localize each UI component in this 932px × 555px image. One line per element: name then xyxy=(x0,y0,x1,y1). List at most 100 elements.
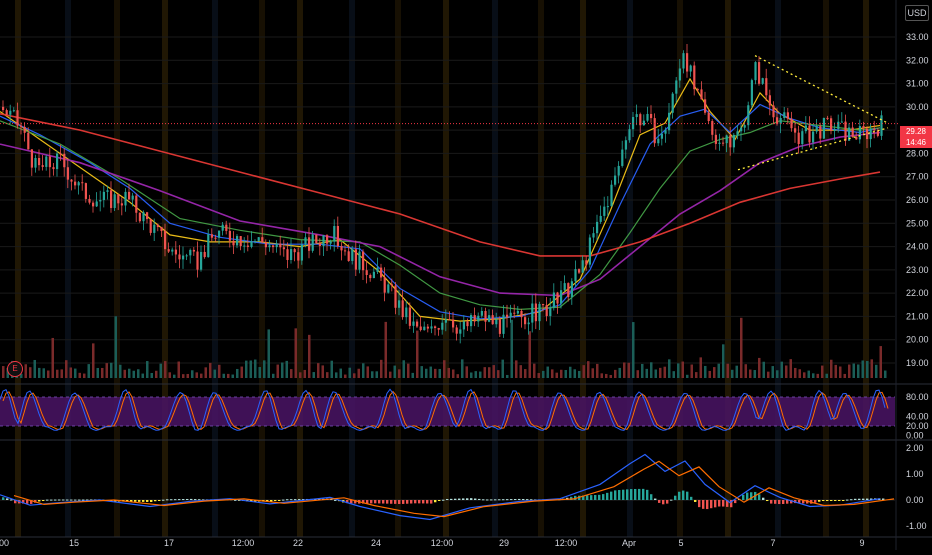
candle-body xyxy=(693,65,696,90)
macd-hist-bar xyxy=(750,492,753,500)
candle-body xyxy=(394,285,397,308)
macd-hist-bar xyxy=(474,498,477,500)
candle-body xyxy=(70,179,73,182)
earnings-badge[interactable]: E xyxy=(7,361,23,377)
macd-hist-bar xyxy=(158,500,161,501)
volume-bar xyxy=(686,374,689,378)
candle-body xyxy=(707,112,710,122)
macd-hist-bar xyxy=(818,500,821,502)
candle-body xyxy=(804,125,807,132)
candle-body xyxy=(160,226,163,232)
candle-body xyxy=(351,249,354,262)
macd-hist-bar xyxy=(582,495,585,500)
candle-body xyxy=(128,191,131,200)
macd-hist-bar xyxy=(506,499,509,501)
macd-hist-bar xyxy=(266,500,269,502)
volume-bar xyxy=(299,372,302,378)
macd-hist-bar xyxy=(398,500,401,504)
candle-body xyxy=(387,284,390,293)
macd-hist-bar xyxy=(710,500,713,509)
volume-bar xyxy=(632,322,635,378)
macd-hist-bar xyxy=(442,499,445,501)
macd-hist-bar xyxy=(614,490,617,500)
volume-bar xyxy=(150,372,153,378)
macd-hist-bar xyxy=(602,494,605,500)
macd-hist-bar xyxy=(618,490,621,500)
macd-hist-bar xyxy=(198,499,201,501)
candle-body xyxy=(329,241,332,244)
candle-body xyxy=(470,315,473,327)
volume-bar xyxy=(263,360,266,378)
time-tick-label: 15 xyxy=(69,538,79,548)
macd-hist-bar xyxy=(858,498,861,500)
candle-body xyxy=(286,249,289,260)
macd-hist-bar xyxy=(782,500,785,504)
candle-body xyxy=(790,118,793,129)
candle-body xyxy=(218,230,221,238)
candle-body xyxy=(473,315,476,322)
volume-bar xyxy=(155,370,158,378)
candle-body xyxy=(660,133,663,139)
macd-hist-bar xyxy=(682,490,685,500)
volume-bar xyxy=(528,331,531,378)
candle-body xyxy=(369,274,372,279)
volume-bar xyxy=(29,367,32,378)
macd-hist-bar xyxy=(290,499,293,501)
volume-bar xyxy=(258,367,261,378)
volume-bar xyxy=(699,357,702,378)
macd-hist-bar xyxy=(58,499,61,501)
currency-label[interactable]: USD xyxy=(905,5,929,21)
volume-bar xyxy=(735,365,738,378)
volume-bar xyxy=(60,369,63,378)
candle-body xyxy=(549,307,552,316)
candle-body xyxy=(603,206,606,216)
candle-body xyxy=(657,138,660,144)
candle-body xyxy=(27,132,30,150)
candle-body xyxy=(808,125,811,143)
volume-bar xyxy=(713,367,716,378)
macd-hist-bar xyxy=(522,498,525,500)
macd-hist-bar xyxy=(30,500,33,504)
volume-bar xyxy=(209,362,212,378)
volume-bar xyxy=(164,361,167,378)
volume-bar xyxy=(249,360,252,378)
macd-hist-bar xyxy=(638,488,641,500)
candle-body xyxy=(610,184,613,207)
volume-bar xyxy=(866,361,869,378)
session-band xyxy=(823,0,829,537)
candle-body xyxy=(239,236,242,247)
macd-hist-bar xyxy=(734,500,737,504)
volume-bar xyxy=(182,374,185,378)
volume-bar xyxy=(744,364,747,378)
candle-body xyxy=(135,195,138,213)
macd-hist-bar xyxy=(570,496,573,500)
volume-bar xyxy=(771,366,774,378)
candle-body xyxy=(786,112,789,119)
candle-body xyxy=(574,269,577,282)
volume-bar xyxy=(236,368,239,378)
candle-body xyxy=(131,195,134,200)
volume-bar xyxy=(501,359,504,378)
time-tick-label: 12:00 xyxy=(555,538,578,548)
candle-body xyxy=(556,292,559,304)
time-tick-label: 12:00 xyxy=(232,538,255,548)
candle-body xyxy=(639,114,642,126)
volume-bar xyxy=(132,370,135,378)
candle-body xyxy=(668,112,671,131)
candle-body xyxy=(56,153,59,170)
candle-body xyxy=(362,251,365,271)
volume-bar xyxy=(623,362,626,378)
candle-body xyxy=(106,190,109,192)
price-tick-label: 28.00 xyxy=(906,148,929,158)
candle-body xyxy=(88,198,91,203)
session-band xyxy=(443,0,449,537)
macd-hist-bar xyxy=(346,500,349,504)
macd-hist-bar xyxy=(54,499,57,501)
volume-bar xyxy=(767,371,770,378)
volume-bar xyxy=(344,374,347,378)
macd-hist-bar xyxy=(370,500,373,504)
candle-body xyxy=(34,158,37,168)
macd-signal-line xyxy=(13,460,895,518)
